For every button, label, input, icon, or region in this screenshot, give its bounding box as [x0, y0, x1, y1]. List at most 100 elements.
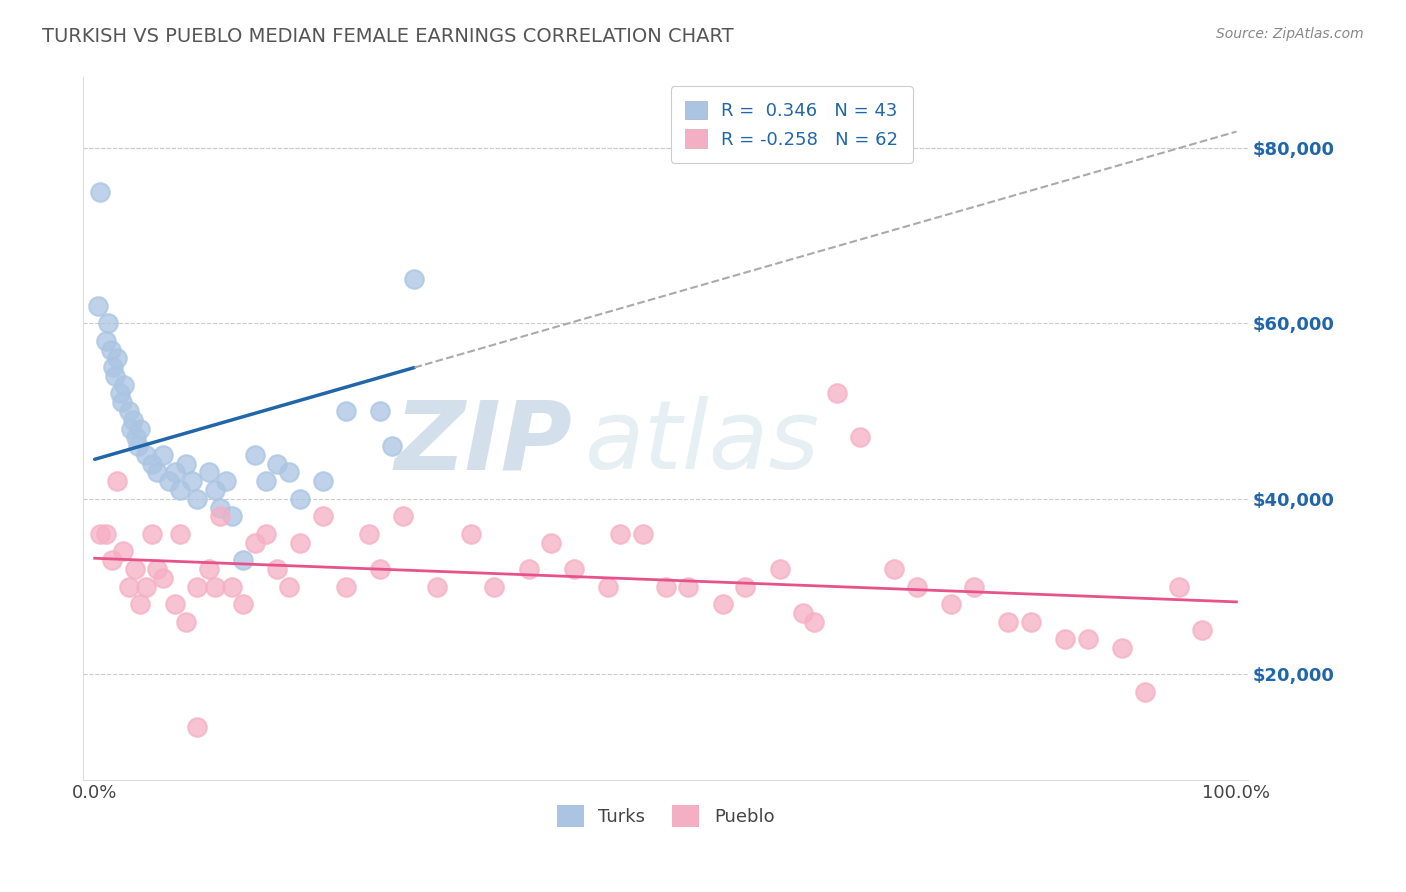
Point	[939, 597, 962, 611]
Point	[963, 580, 986, 594]
Point	[221, 509, 243, 524]
Point	[169, 483, 191, 497]
Point	[769, 562, 792, 576]
Point	[186, 580, 208, 594]
Point	[484, 580, 506, 594]
Point	[163, 466, 186, 480]
Point	[180, 474, 202, 488]
Point	[174, 457, 197, 471]
Point	[135, 580, 157, 594]
Point	[243, 448, 266, 462]
Point	[111, 395, 134, 409]
Text: Source: ZipAtlas.com: Source: ZipAtlas.com	[1216, 27, 1364, 41]
Text: ZIP: ZIP	[395, 396, 572, 489]
Point	[107, 474, 129, 488]
Point	[100, 343, 122, 357]
Point	[598, 580, 620, 594]
Point	[848, 430, 870, 444]
Point	[404, 272, 426, 286]
Point	[609, 526, 631, 541]
Point	[232, 553, 254, 567]
Point	[104, 368, 127, 383]
Point	[883, 562, 905, 576]
Point	[905, 580, 928, 594]
Point	[631, 526, 654, 541]
Point	[122, 413, 145, 427]
Point	[163, 597, 186, 611]
Point	[266, 562, 288, 576]
Point	[127, 439, 149, 453]
Point	[825, 386, 848, 401]
Point	[129, 421, 152, 435]
Point	[204, 580, 226, 594]
Point	[368, 562, 391, 576]
Point	[357, 526, 380, 541]
Legend: Turks, Pueblo: Turks, Pueblo	[550, 797, 782, 834]
Point	[198, 466, 221, 480]
Point	[120, 421, 142, 435]
Point	[734, 580, 756, 594]
Point	[221, 580, 243, 594]
Point	[540, 535, 562, 549]
Point	[112, 544, 135, 558]
Point	[215, 474, 238, 488]
Point	[803, 615, 825, 629]
Point	[112, 377, 135, 392]
Point	[152, 448, 174, 462]
Text: TURKISH VS PUEBLO MEDIAN FEMALE EARNINGS CORRELATION CHART: TURKISH VS PUEBLO MEDIAN FEMALE EARNINGS…	[42, 27, 734, 45]
Point	[312, 474, 335, 488]
Point	[94, 526, 117, 541]
Point	[1133, 685, 1156, 699]
Point	[277, 466, 299, 480]
Point	[792, 606, 814, 620]
Point	[101, 553, 124, 567]
Text: atlas: atlas	[583, 396, 820, 489]
Point	[146, 562, 169, 576]
Point	[157, 474, 180, 488]
Point	[209, 509, 232, 524]
Point	[290, 491, 312, 506]
Point	[678, 580, 700, 594]
Point	[125, 430, 148, 444]
Point	[118, 404, 141, 418]
Point	[266, 457, 288, 471]
Point	[1019, 615, 1042, 629]
Point	[1111, 640, 1133, 655]
Point	[89, 526, 111, 541]
Point	[426, 580, 449, 594]
Point	[232, 597, 254, 611]
Point	[380, 439, 402, 453]
Point	[87, 299, 110, 313]
Point	[124, 562, 146, 576]
Point	[107, 351, 129, 366]
Point	[89, 185, 111, 199]
Point	[129, 597, 152, 611]
Point	[277, 580, 299, 594]
Point	[204, 483, 226, 497]
Point	[654, 580, 676, 594]
Point	[146, 466, 169, 480]
Point	[392, 509, 415, 524]
Point	[290, 535, 312, 549]
Point	[562, 562, 585, 576]
Point	[254, 526, 277, 541]
Point	[254, 474, 277, 488]
Point	[335, 580, 357, 594]
Point	[517, 562, 540, 576]
Point	[118, 580, 141, 594]
Point	[141, 526, 163, 541]
Point	[186, 491, 208, 506]
Point	[94, 334, 117, 348]
Point	[1168, 580, 1191, 594]
Point	[711, 597, 734, 611]
Point	[135, 448, 157, 462]
Point	[108, 386, 131, 401]
Point	[368, 404, 391, 418]
Point	[174, 615, 197, 629]
Point	[312, 509, 335, 524]
Point	[169, 526, 191, 541]
Point	[1054, 632, 1077, 647]
Point	[101, 360, 124, 375]
Point	[335, 404, 357, 418]
Point	[141, 457, 163, 471]
